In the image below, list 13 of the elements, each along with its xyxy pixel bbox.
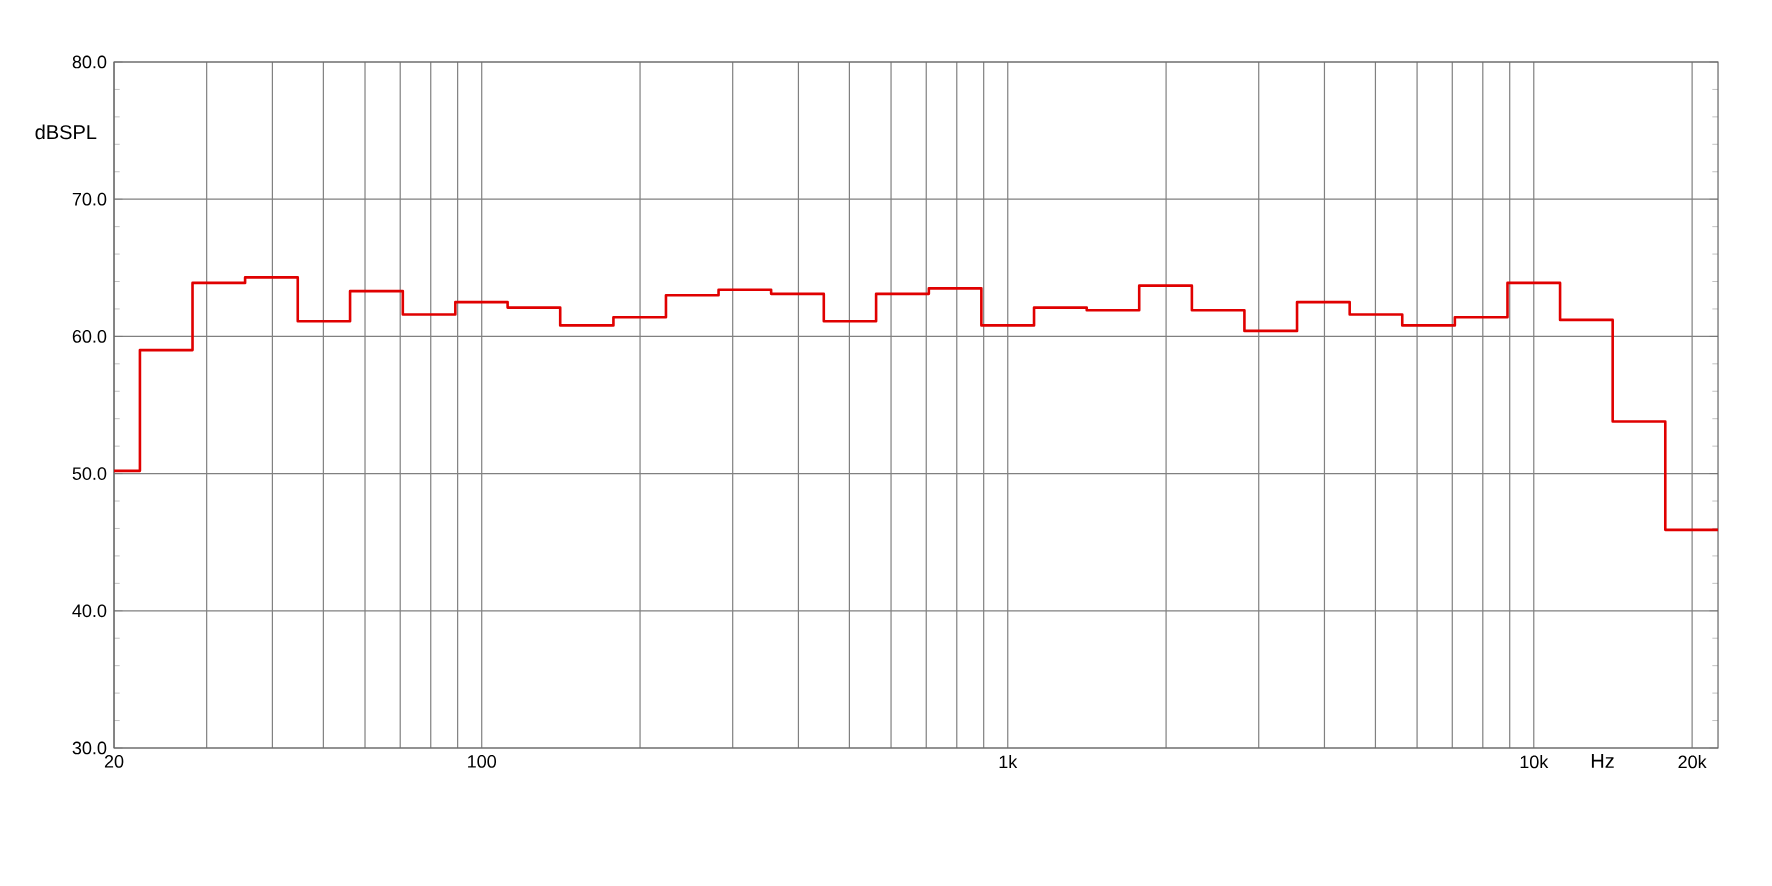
y-tick-label: 30.0 (72, 741, 107, 755)
y-tick-label: 50.0 (72, 467, 107, 480)
x-tick-label: 100 (468, 755, 497, 768)
x-axis-title: Hz (1591, 754, 1614, 768)
y-tick-label: 80.0 (72, 55, 107, 69)
x-tick-label: 20k (1678, 755, 1707, 769)
y-tick-label: 70.0 (72, 192, 107, 206)
y-tick-label: 40.0 (72, 604, 107, 618)
x-tick-label: 10k (1520, 755, 1549, 769)
y-axis-title: dBSPL (35, 124, 97, 140)
x-tick-label: 1k (999, 755, 1018, 769)
x-tick-label: 20 (104, 755, 124, 768)
y-tick-label: 60.0 (72, 330, 107, 343)
